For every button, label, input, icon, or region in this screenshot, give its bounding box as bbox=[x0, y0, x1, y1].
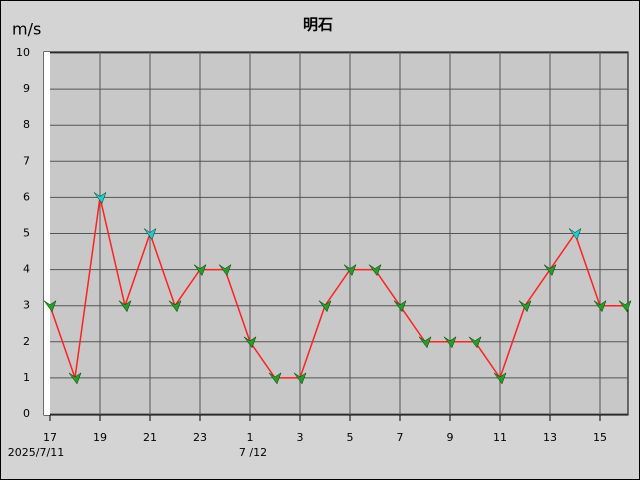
y-tick-label: 6 bbox=[23, 190, 30, 203]
x-tick-label: 11 bbox=[493, 431, 507, 444]
y-tick-label: 3 bbox=[23, 299, 30, 312]
date-label: 7 /12 bbox=[239, 446, 267, 459]
wind-arrow bbox=[393, 300, 407, 313]
wind-arrow bbox=[243, 336, 257, 349]
wind-arrow bbox=[593, 300, 607, 313]
wind-arrow bbox=[43, 300, 57, 313]
series-line bbox=[49, 197, 625, 380]
wind-arrow bbox=[193, 263, 207, 277]
y-tick-label: 4 bbox=[23, 263, 30, 276]
wind-arrow bbox=[568, 227, 582, 241]
wind-arrow bbox=[443, 336, 457, 349]
wind-arrow bbox=[468, 336, 482, 349]
wind-arrow bbox=[518, 300, 532, 313]
wind-arrow bbox=[368, 263, 382, 277]
x-tick-label: 21 bbox=[143, 431, 157, 444]
y-tick-label: 7 bbox=[23, 154, 30, 167]
x-tick-label: 9 bbox=[447, 431, 454, 444]
chart-title: 明石 bbox=[303, 16, 333, 34]
x-tick-label: 13 bbox=[543, 431, 557, 444]
wind-arrow bbox=[318, 300, 332, 313]
y-tick-label: 2 bbox=[23, 335, 30, 348]
wind-arrow bbox=[293, 372, 307, 385]
wind-arrow bbox=[543, 263, 557, 277]
y-tick-label: 10 bbox=[16, 46, 30, 59]
x-tick-label: 23 bbox=[193, 431, 207, 444]
wind-arrow bbox=[68, 372, 82, 385]
wind-arrow bbox=[118, 300, 132, 313]
x-tick-label: 3 bbox=[297, 431, 304, 444]
x-tick-label: 17 bbox=[43, 431, 57, 444]
x-tick-label: 7 bbox=[397, 431, 404, 444]
x-tick-label: 15 bbox=[593, 431, 607, 444]
y-tick-label: 5 bbox=[23, 227, 30, 240]
wind-arrow bbox=[93, 191, 107, 204]
wind-arrow bbox=[493, 372, 507, 385]
date-label: 2025/7/11 bbox=[8, 446, 64, 459]
y-tick-label: 8 bbox=[23, 118, 30, 131]
y-tick-label: 0 bbox=[23, 407, 30, 420]
wind-arrow bbox=[418, 336, 432, 349]
plot-edge bbox=[44, 52, 50, 415]
x-tick-label: 1 bbox=[247, 431, 254, 444]
wind-arrow bbox=[168, 300, 182, 313]
x-tick-label: 5 bbox=[347, 431, 354, 444]
wind-arrow bbox=[343, 263, 357, 277]
wind-arrow bbox=[143, 227, 157, 241]
y-axis-label: m/s bbox=[12, 20, 41, 39]
wind-arrow bbox=[268, 372, 282, 385]
wind-arrow bbox=[618, 300, 632, 313]
wind-arrow bbox=[218, 263, 232, 277]
y-tick-label: 1 bbox=[23, 371, 30, 384]
y-tick-label: 9 bbox=[23, 82, 30, 95]
x-tick-label: 19 bbox=[93, 431, 107, 444]
